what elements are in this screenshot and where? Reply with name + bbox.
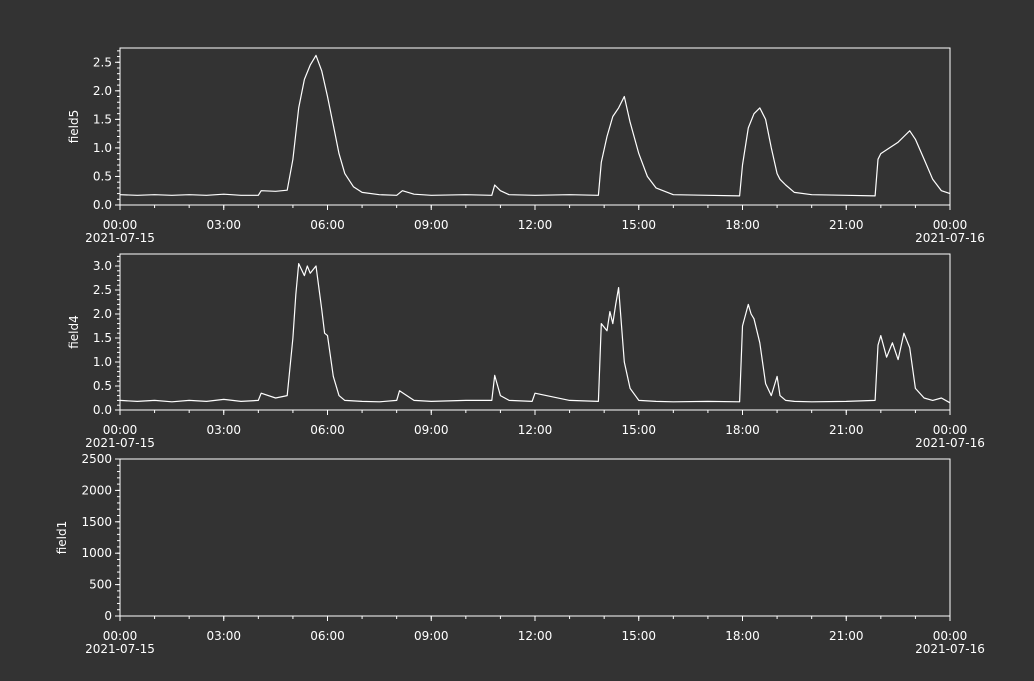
x-tick-label: 12:00: [518, 629, 553, 643]
y-tick-label: 0.5: [93, 379, 112, 393]
x-tick-label: 00:00: [103, 629, 138, 643]
y-tick-label: 1000: [81, 546, 112, 560]
x-date-label-start: 2021-07-15: [85, 231, 155, 245]
y-tick-label: 1.0: [93, 355, 112, 369]
y-tick-label: 1.5: [93, 331, 112, 345]
x-tick-label: 03:00: [206, 218, 241, 232]
x-date-label-start: 2021-07-15: [85, 436, 155, 450]
x-tick-label: 09:00: [414, 218, 449, 232]
y-tick-label: 1.0: [93, 141, 112, 155]
y-tick-label: 0: [104, 609, 112, 623]
x-date-label-end: 2021-07-16: [915, 231, 985, 245]
y-axis-label: field1: [55, 521, 69, 555]
y-axis-label: field4: [67, 315, 81, 349]
x-tick-label: 09:00: [414, 629, 449, 643]
x-tick-label: 18:00: [725, 629, 760, 643]
x-date-label-end: 2021-07-16: [915, 642, 985, 656]
series-line: [119, 54, 951, 197]
x-tick-label: 00:00: [103, 423, 138, 437]
x-tick-label: 15:00: [621, 629, 656, 643]
y-tick-label: 2.0: [93, 307, 112, 321]
plot-frame: [119, 47, 951, 206]
y-tick-label: 1.5: [93, 112, 112, 126]
series-line: [119, 263, 951, 404]
y-tick-label: 1500: [81, 515, 112, 529]
x-tick-label: 09:00: [414, 423, 449, 437]
y-tick-label: 2000: [81, 483, 112, 497]
x-tick-label: 21:00: [829, 218, 864, 232]
x-tick-label: 00:00: [933, 423, 968, 437]
y-axis-label: field5: [67, 110, 81, 144]
x-tick-label: 03:00: [206, 629, 241, 643]
x-tick-label: 03:00: [206, 423, 241, 437]
y-tick-label: 3.0: [93, 259, 112, 273]
x-tick-label: 21:00: [829, 629, 864, 643]
x-tick-label: 18:00: [725, 218, 760, 232]
y-tick-label: 500: [89, 578, 112, 592]
y-tick-label: 0.0: [93, 403, 112, 417]
x-tick-label: 15:00: [621, 423, 656, 437]
plot-frame: [119, 458, 951, 617]
y-tick-label: 2500: [81, 452, 112, 466]
x-tick-label: 00:00: [933, 218, 968, 232]
x-date-label-end: 2021-07-16: [915, 436, 985, 450]
plot-frame: [119, 253, 951, 411]
x-tick-label: 00:00: [103, 218, 138, 232]
x-tick-label: 06:00: [310, 423, 345, 437]
y-tick-label: 2.5: [93, 283, 112, 297]
x-tick-label: 00:00: [933, 629, 968, 643]
y-tick-label: 0.0: [93, 198, 112, 212]
x-tick-label: 06:00: [310, 629, 345, 643]
y-tick-label: 0.5: [93, 169, 112, 183]
x-tick-label: 18:00: [725, 423, 760, 437]
x-tick-label: 21:00: [829, 423, 864, 437]
x-tick-label: 12:00: [518, 218, 553, 232]
y-tick-label: 2.0: [93, 84, 112, 98]
x-tick-label: 12:00: [518, 423, 553, 437]
x-date-label-start: 2021-07-15: [85, 642, 155, 656]
x-tick-label: 06:00: [310, 218, 345, 232]
x-tick-label: 15:00: [621, 218, 656, 232]
y-tick-label: 2.5: [93, 55, 112, 69]
